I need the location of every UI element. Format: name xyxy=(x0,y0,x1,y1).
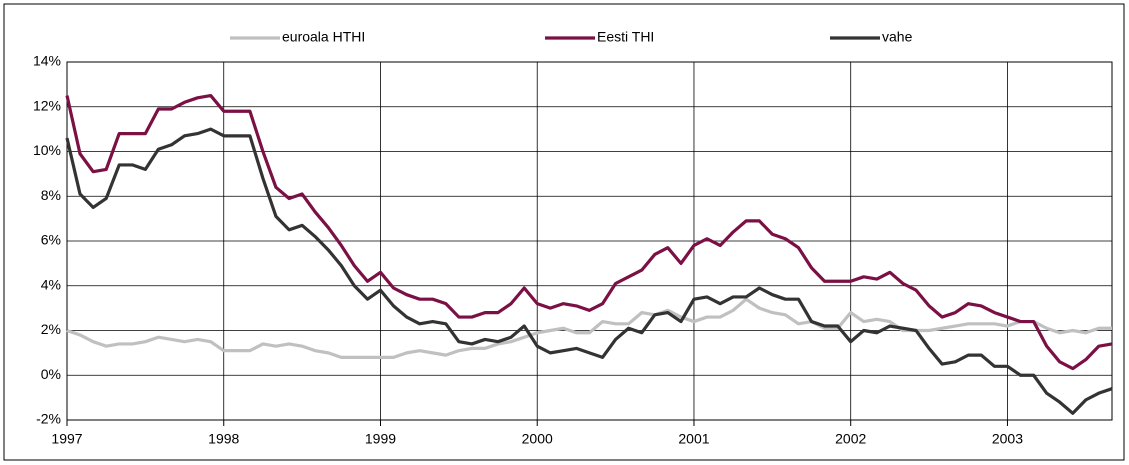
y-tick-label: 8% xyxy=(41,187,61,203)
legend-label: vahe xyxy=(882,29,913,45)
x-tick-label: 2000 xyxy=(522,431,553,447)
y-tick-label: 10% xyxy=(33,142,61,158)
x-tick-label: 1999 xyxy=(365,431,396,447)
y-tick-label: 2% xyxy=(41,321,61,337)
y-tick-label: 12% xyxy=(33,97,61,113)
series-line xyxy=(65,93,1113,371)
x-tick-label: 1998 xyxy=(208,431,239,447)
x-tick-label: 2003 xyxy=(992,431,1023,447)
x-tick-label: 2002 xyxy=(835,431,866,447)
x-tick-label: 2001 xyxy=(678,431,709,447)
y-tick-label: 6% xyxy=(41,232,61,248)
y-tick-label: -2% xyxy=(36,411,61,427)
series-line xyxy=(65,127,1113,415)
y-tick-label: 0% xyxy=(41,366,61,382)
y-tick-label: 14% xyxy=(33,53,61,69)
x-tick-label: 1997 xyxy=(51,431,82,447)
y-tick-label: 4% xyxy=(41,276,61,292)
legend-label: Eesti THI xyxy=(597,29,654,45)
legend-label: euroala HTHI xyxy=(282,29,365,45)
series-line xyxy=(66,297,1112,359)
